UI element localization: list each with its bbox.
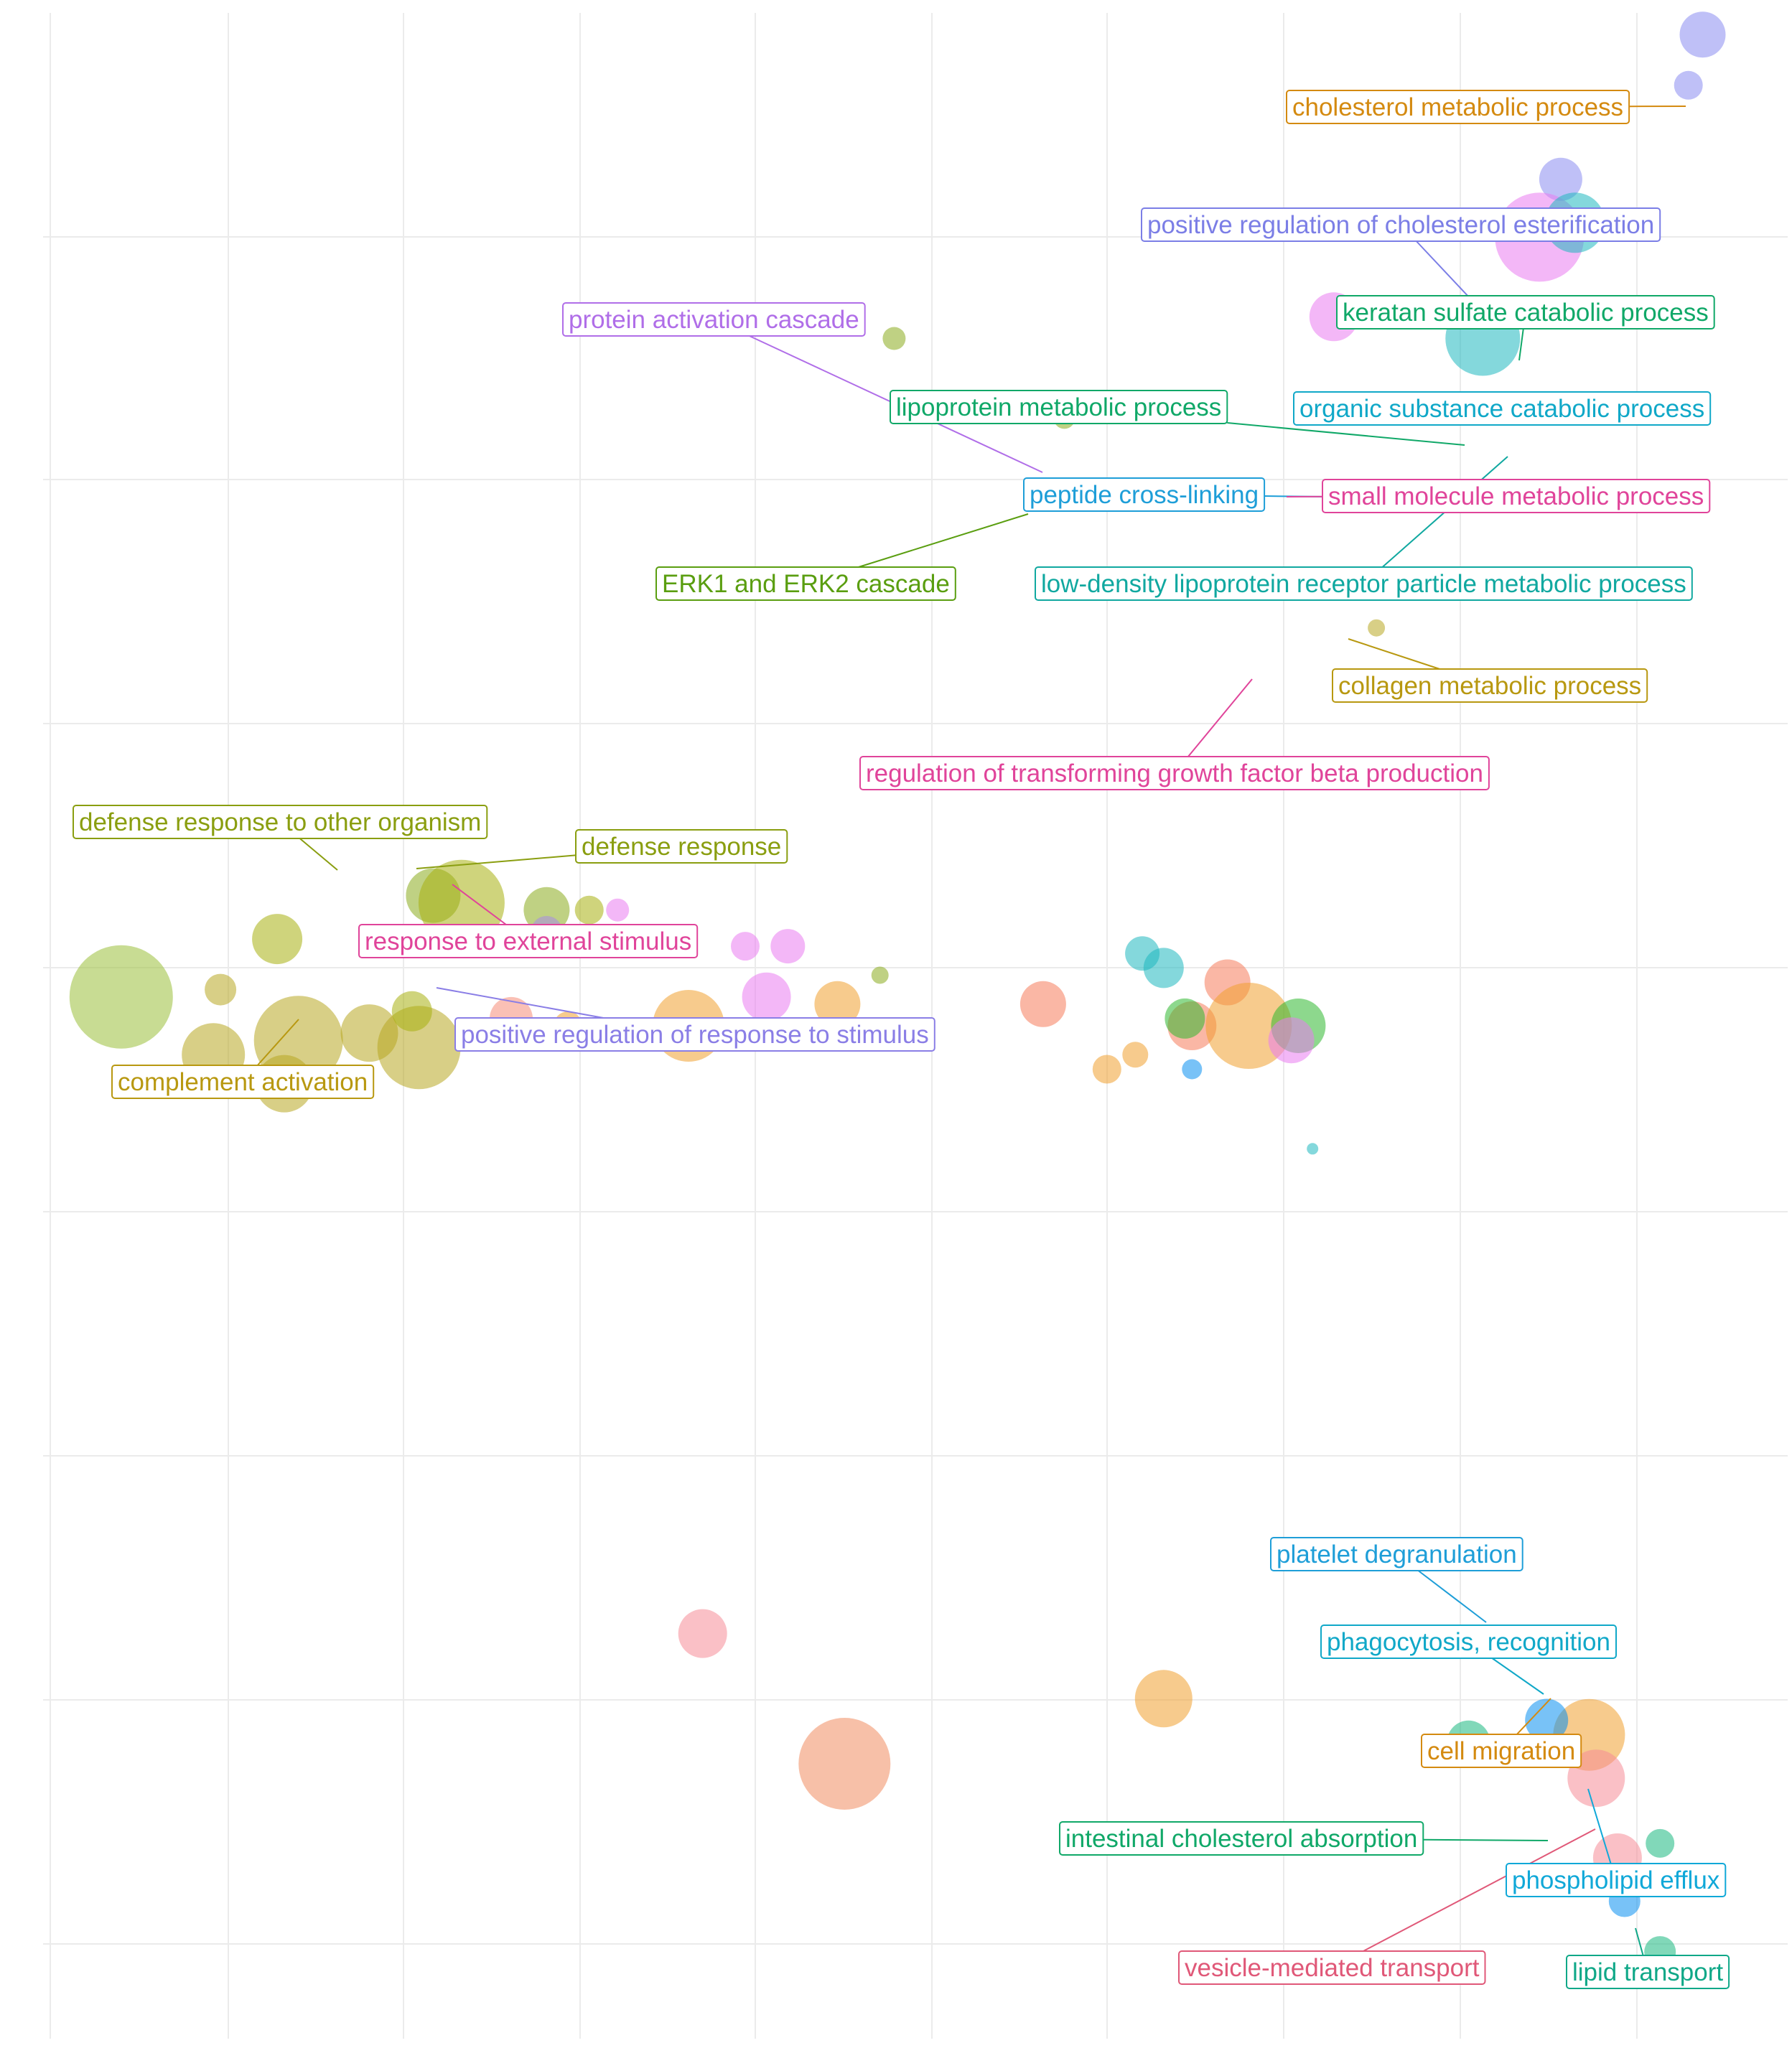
data-label: lipid transport	[1572, 1958, 1723, 1986]
data-point	[70, 945, 173, 1049]
data-label: peptide cross-linking	[1030, 481, 1259, 509]
data-label: keratan sulfate catabolic process	[1343, 299, 1709, 327]
data-point	[1144, 948, 1184, 988]
data-label: cholesterol metabolic process	[1292, 93, 1623, 121]
label-leader-line	[1423, 1840, 1548, 1841]
data-label-group: protein activation cascade	[563, 303, 865, 336]
data-point	[392, 991, 432, 1032]
data-point	[1307, 1143, 1318, 1154]
data-label: phospholipid efflux	[1512, 1866, 1720, 1894]
data-point	[606, 899, 629, 922]
data-point	[1680, 11, 1726, 57]
data-point	[1182, 1060, 1202, 1080]
data-label: small molecule metabolic process	[1328, 482, 1704, 510]
data-point	[1135, 1670, 1193, 1727]
data-point	[1674, 71, 1703, 100]
data-label: collagen metabolic process	[1338, 672, 1641, 700]
data-label: cell migration	[1427, 1737, 1575, 1765]
data-label-group: ERK1 and ERK2 cascade	[656, 567, 956, 600]
data-label-group: cell migration	[1422, 1734, 1581, 1767]
data-point	[731, 932, 760, 960]
data-point	[678, 1609, 727, 1658]
data-label-group: cholesterol metabolic process	[1287, 90, 1629, 123]
data-label: positive regulation of cholesterol ester…	[1147, 211, 1654, 239]
data-label-group: defense response to other organism	[73, 805, 487, 838]
data-label: protein activation cascade	[569, 306, 859, 334]
data-label: platelet degranulation	[1277, 1541, 1517, 1569]
data-point	[882, 327, 905, 350]
data-label-group: phagocytosis, recognition	[1321, 1625, 1616, 1658]
data-label-group: collagen metabolic process	[1333, 669, 1647, 702]
data-label-group: keratan sulfate catabolic process	[1337, 296, 1714, 329]
data-label-group: regulation of transforming growth factor…	[860, 757, 1489, 790]
data-point	[1368, 620, 1385, 637]
data-label-group: peptide cross-linking	[1024, 478, 1264, 511]
data-label: vesicle-mediated transport	[1185, 1954, 1480, 1982]
data-label-group: small molecule metabolic process	[1322, 480, 1709, 513]
data-label: lipoprotein metabolic process	[896, 393, 1221, 421]
data-label: positive regulation of response to stimu…	[461, 1021, 929, 1049]
data-label-group: organic substance catabolic process	[1294, 392, 1710, 425]
data-label-group: positive regulation of cholesterol ester…	[1142, 208, 1660, 241]
data-label-group: positive regulation of response to stimu…	[455, 1018, 935, 1051]
data-label: organic substance catabolic process	[1299, 395, 1704, 423]
data-label: response to external stimulus	[365, 927, 691, 955]
data-point	[1269, 1017, 1315, 1063]
data-point	[872, 967, 889, 984]
data-label-group: lipoprotein metabolic process	[890, 391, 1227, 424]
data-point	[252, 914, 302, 964]
data-label-group: complement activation	[112, 1065, 373, 1098]
data-label-group: intestinal cholesterol absorption	[1060, 1822, 1423, 1855]
data-label-group: low-density lipoprotein receptor particl…	[1035, 567, 1692, 600]
data-label: low-density lipoprotein receptor particl…	[1041, 570, 1686, 598]
data-label-group: defense response	[576, 830, 787, 863]
data-label-group: platelet degranulation	[1271, 1538, 1523, 1571]
data-label: intestinal cholesterol absorption	[1065, 1825, 1417, 1853]
data-label: phagocytosis, recognition	[1327, 1628, 1610, 1656]
data-label-group: vesicle-mediated transport	[1179, 1951, 1485, 1984]
data-label: defense response	[582, 833, 781, 861]
data-point	[1093, 1055, 1121, 1084]
data-point	[742, 973, 791, 1022]
data-point	[798, 1718, 890, 1810]
data-label-group: response to external stimulus	[359, 925, 697, 958]
data-label: ERK1 and ERK2 cascade	[662, 570, 950, 598]
data-label: regulation of transforming growth factor…	[866, 759, 1483, 787]
data-point	[1122, 1042, 1148, 1067]
data-point	[1165, 999, 1205, 1039]
data-point	[770, 929, 805, 963]
data-point	[205, 974, 236, 1006]
data-label-group: lipid transport	[1567, 1955, 1729, 1988]
data-point	[1020, 981, 1066, 1027]
data-label: defense response to other organism	[79, 808, 481, 836]
data-point	[1646, 1829, 1674, 1858]
data-label: complement activation	[118, 1068, 368, 1096]
data-label-group: phospholipid efflux	[1506, 1864, 1725, 1897]
data-point	[575, 896, 604, 925]
